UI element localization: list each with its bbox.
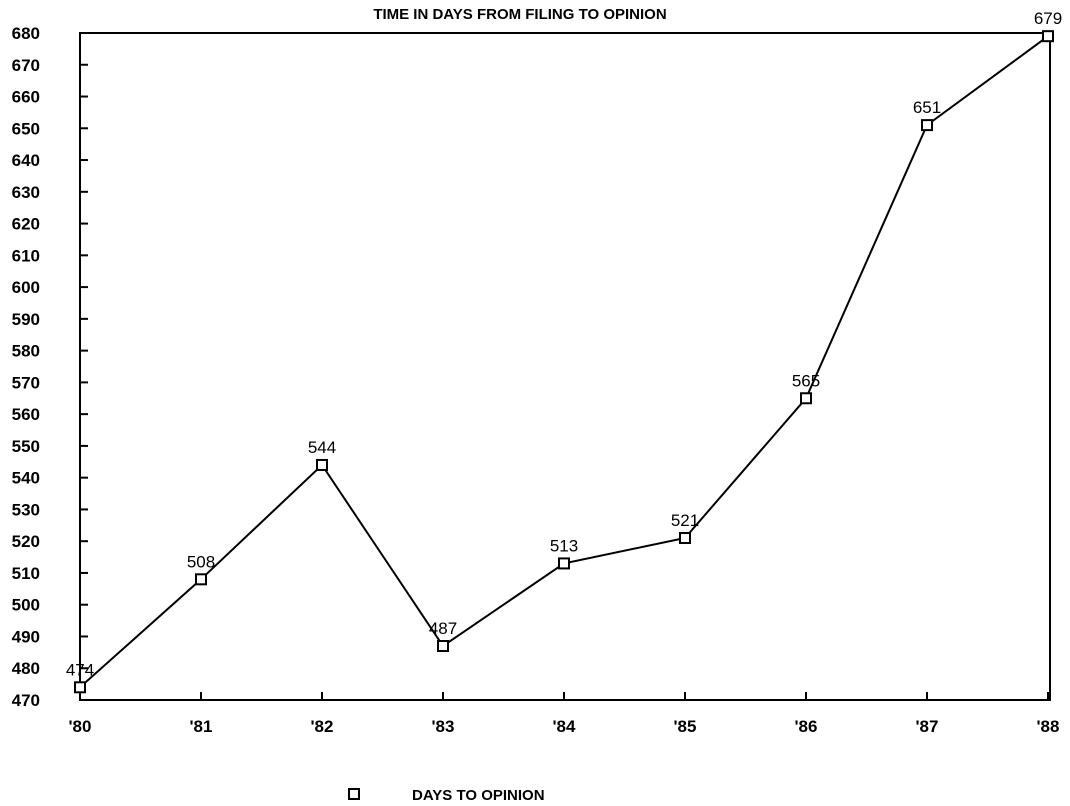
y-tick-label: 580 bbox=[12, 342, 40, 361]
y-tick-label: 650 bbox=[12, 119, 40, 138]
y-tick-label: 670 bbox=[12, 56, 40, 75]
data-label: 521 bbox=[671, 511, 699, 530]
y-tick-label: 600 bbox=[12, 278, 40, 297]
data-point-marker bbox=[195, 573, 207, 586]
y-tick-label: 570 bbox=[12, 373, 40, 392]
y-tick-label: 590 bbox=[12, 310, 40, 329]
y-tick-label: 480 bbox=[12, 659, 40, 678]
y-tick-label: 680 bbox=[12, 24, 40, 43]
data-label: 487 bbox=[429, 619, 457, 638]
x-tick-label: '83 bbox=[432, 717, 455, 736]
data-point-marker bbox=[437, 640, 449, 653]
y-axis: 470 480 490 500 510 520 530 540 550 560 570 580 590 6… bbox=[12, 24, 88, 710]
x-axis: '80 '81 '82 '83 '84 '85 '86 '87 '88 bbox=[69, 692, 1060, 736]
legend-label: DAYS TO OPINION bbox=[412, 787, 545, 804]
x-tick-label: '86 bbox=[795, 717, 818, 736]
y-tick-label: 560 bbox=[12, 405, 40, 424]
y-tick-label: 520 bbox=[12, 532, 40, 551]
plot-frame bbox=[79, 32, 1051, 701]
data-point-marker bbox=[558, 557, 570, 570]
x-tick-label: '82 bbox=[311, 717, 334, 736]
y-tick-label: 530 bbox=[12, 500, 40, 519]
series-line-days-to-opinion bbox=[79, 35, 1049, 689]
y-tick-label: 630 bbox=[12, 183, 40, 202]
data-label: 565 bbox=[792, 371, 820, 390]
y-tick-label: 550 bbox=[12, 437, 40, 456]
x-tick-label: '85 bbox=[674, 717, 697, 736]
data-point-marker bbox=[800, 392, 812, 405]
data-point-marker bbox=[921, 119, 933, 132]
y-tick-label: 610 bbox=[12, 246, 40, 265]
x-tick-label: '87 bbox=[916, 717, 939, 736]
y-tick-label: 620 bbox=[12, 215, 40, 234]
y-tick-label: 470 bbox=[12, 691, 40, 710]
data-label: 679 bbox=[1034, 9, 1062, 28]
data-point-marker bbox=[679, 532, 691, 545]
x-tick-label: '84 bbox=[553, 717, 576, 736]
y-tick-label: 660 bbox=[12, 88, 40, 107]
data-label: 513 bbox=[550, 536, 578, 555]
data-label: 544 bbox=[308, 438, 336, 457]
x-tick-label: '80 bbox=[69, 717, 92, 736]
x-tick-label: '88 bbox=[1037, 717, 1060, 736]
x-tick-label: '81 bbox=[190, 717, 213, 736]
data-label: 508 bbox=[187, 552, 215, 571]
chart-title: TIME IN DAYS FROM FILING TO OPINION bbox=[373, 6, 666, 23]
legend: DAYS TO OPINION bbox=[348, 787, 545, 804]
y-tick-label: 510 bbox=[12, 564, 40, 583]
y-tick-label: 490 bbox=[12, 627, 40, 646]
data-label: 474 bbox=[66, 660, 94, 679]
y-tick-label: 500 bbox=[12, 596, 40, 615]
data-point-marker bbox=[1042, 30, 1054, 43]
series-days-to-opinion: 474 508 544 487 513 521 565 651 679 bbox=[66, 9, 1062, 694]
data-point-marker bbox=[74, 681, 86, 694]
y-tick-label: 640 bbox=[12, 151, 40, 170]
legend-marker-open-square bbox=[348, 788, 360, 800]
y-tick-label: 540 bbox=[12, 469, 40, 488]
data-label: 651 bbox=[913, 98, 941, 117]
data-point-marker bbox=[316, 458, 328, 471]
